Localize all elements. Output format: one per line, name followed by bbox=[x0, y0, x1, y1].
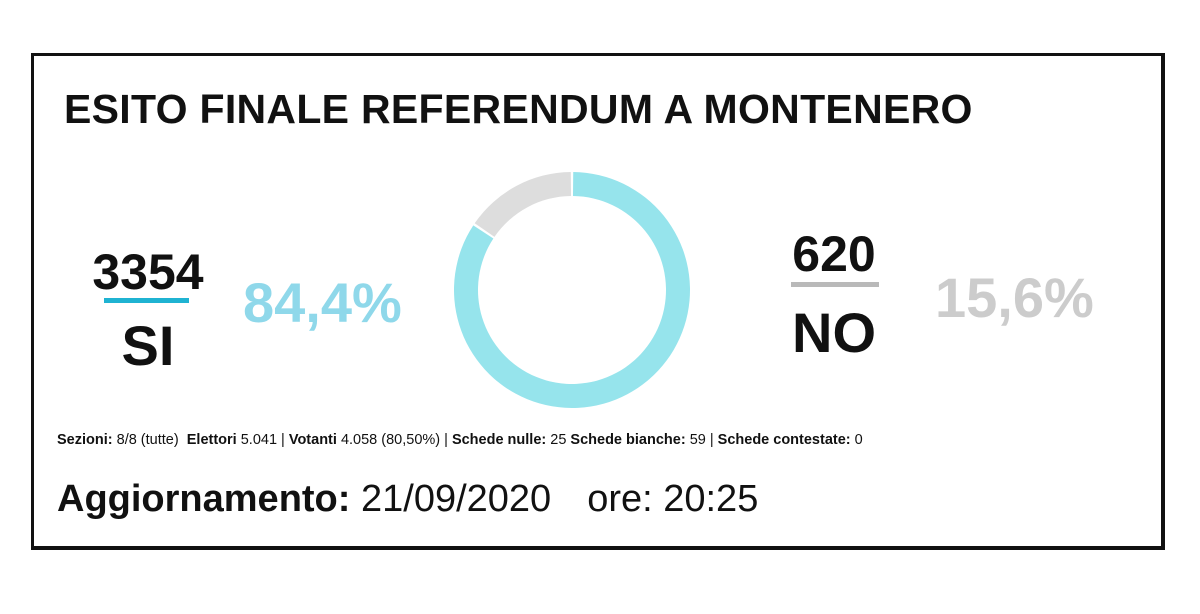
yes-percent: 84,4% bbox=[243, 271, 402, 334]
votanti-value: 4.058 (80,50%) | bbox=[340, 432, 448, 448]
update-date: 21/09/2020 bbox=[361, 478, 552, 520]
update-time-label: ore: bbox=[587, 478, 653, 520]
yes-vote-count: 3354 bbox=[92, 244, 204, 300]
update-time: 20:25 bbox=[663, 478, 759, 520]
no-percent: 15,6% bbox=[935, 266, 1094, 329]
yes-underline bbox=[104, 298, 189, 303]
page-title: ESITO FINALE REFERENDUM A MONTENERO bbox=[64, 86, 973, 132]
turnout-stats: Sezioni: 8/8 (tutte) Elettori 5.041 | Vo… bbox=[57, 432, 863, 448]
schede-nulle-label: Schede nulle: bbox=[451, 432, 547, 448]
elettori-label: Elettori bbox=[186, 432, 237, 448]
schede-contestate-label: Schede contestate: bbox=[717, 432, 851, 448]
schede-nulle-value: 25 bbox=[550, 432, 567, 448]
no-underline bbox=[791, 282, 879, 287]
sezioni-value: 8/8 (tutte) bbox=[116, 432, 179, 448]
donut-slices bbox=[454, 172, 690, 408]
donut-slice-no bbox=[474, 172, 572, 237]
no-vote-count: 620 bbox=[792, 226, 876, 282]
schede-bianche-value: 59 | bbox=[689, 432, 714, 448]
result-donut-chart bbox=[454, 172, 690, 408]
update-timestamp: Aggiornamento: 21/09/2020 ore: 20:25 bbox=[57, 478, 758, 521]
no-label: NO bbox=[792, 301, 876, 364]
result-panel bbox=[31, 53, 1165, 550]
yes-label: SI bbox=[121, 314, 175, 377]
schede-contestate-value: 0 bbox=[854, 432, 863, 448]
votanti-label: Votanti bbox=[288, 432, 337, 448]
sezioni-label: Sezioni: bbox=[57, 432, 113, 448]
schede-bianche-label: Schede bianche: bbox=[570, 432, 686, 448]
elettori-value: 5.041 | bbox=[240, 432, 285, 448]
update-label: Aggiornamento: bbox=[57, 478, 351, 520]
